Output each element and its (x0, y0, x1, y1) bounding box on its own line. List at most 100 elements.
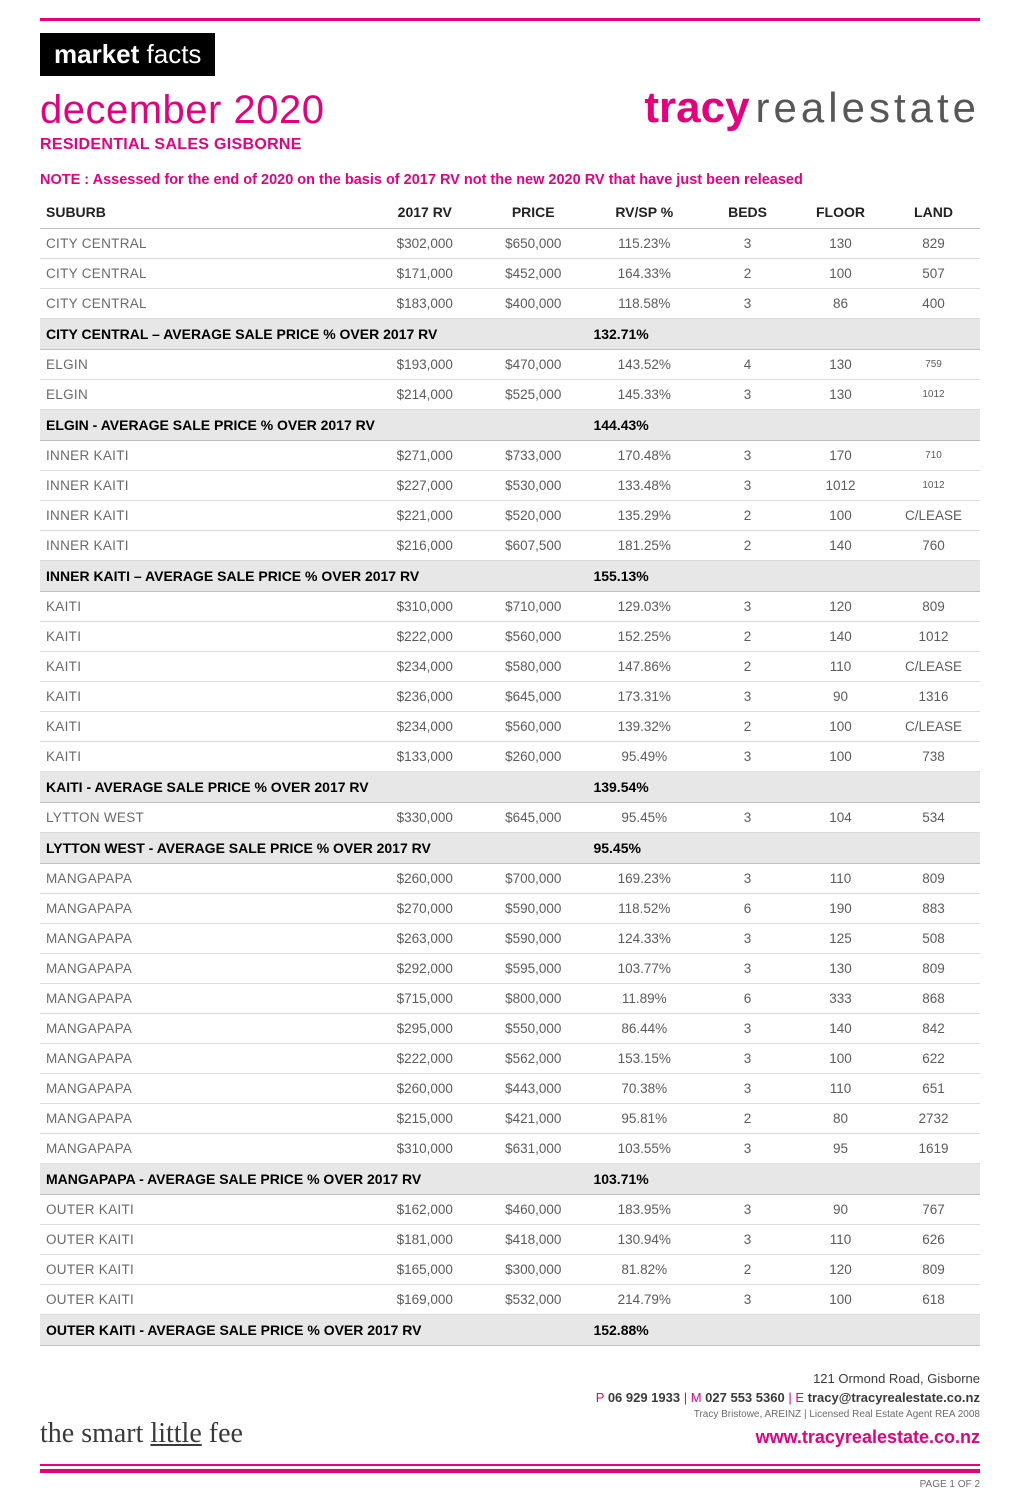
table-row: MANGAPAPA$215,000$421,00095.81%2802732 (40, 1104, 980, 1134)
cell-suburb: KAITI (40, 682, 371, 712)
col-suburb: SUBURB (40, 196, 371, 229)
market-facts-badge: market facts (40, 33, 215, 76)
cell-rvsp: 133.48% (587, 471, 701, 501)
cell-rvsp: 214.79% (587, 1285, 701, 1315)
cell-floor: 130 (794, 229, 887, 259)
cell-rv: $215,000 (371, 1104, 479, 1134)
cell-suburb: MANGAPAPA (40, 1074, 371, 1104)
cell-price: $452,000 (479, 259, 587, 289)
cell-land: 809 (887, 592, 980, 622)
sep2: | (785, 1390, 796, 1405)
cell-rvsp: 147.86% (587, 652, 701, 682)
cell-floor: 110 (794, 1225, 887, 1255)
table-row: CITY CENTRAL$302,000$650,000115.23%31308… (40, 229, 980, 259)
table-row: OUTER KAITI$169,000$532,000214.79%310061… (40, 1285, 980, 1315)
cell-price: $607,500 (479, 531, 587, 561)
cell-rvsp: 70.38% (587, 1074, 701, 1104)
cell-land: 622 (887, 1044, 980, 1074)
table-row: KAITI$133,000$260,00095.49%3100738 (40, 742, 980, 772)
cell-rvsp: 81.82% (587, 1255, 701, 1285)
cell-rv: $715,000 (371, 984, 479, 1014)
cell-floor: 100 (794, 712, 887, 742)
cell-land: 809 (887, 954, 980, 984)
cell-price: $710,000 (479, 592, 587, 622)
table-row: MANGAPAPA$260,000$443,00070.38%3110651 (40, 1074, 980, 1104)
cell-beds: 2 (701, 531, 794, 561)
cell-price: $590,000 (479, 924, 587, 954)
cell-floor: 120 (794, 592, 887, 622)
footer-fine: Tracy Bristowe, AREINZ | Licensed Real E… (596, 1408, 980, 1423)
residential-line: RESIDENTIAL SALES GISBORNE (40, 136, 324, 154)
cell-rvsp: 95.81% (587, 1104, 701, 1134)
cell-price: $590,000 (479, 894, 587, 924)
cell-beds: 3 (701, 803, 794, 833)
cell-beds: 2 (701, 501, 794, 531)
cell-beds: 6 (701, 984, 794, 1014)
table-row: LYTTON WEST$330,000$645,00095.45%3104534 (40, 803, 980, 833)
col-beds: BEDS (701, 196, 794, 229)
cell-suburb: KAITI (40, 622, 371, 652)
table-row: MANGAPAPA$310,000$631,000103.55%3951619 (40, 1134, 980, 1164)
cell-price: $300,000 (479, 1255, 587, 1285)
cell-rvsp: 115.23% (587, 229, 701, 259)
cell-beds: 3 (701, 289, 794, 319)
cell-suburb: ELGIN (40, 380, 371, 410)
cell-beds: 4 (701, 350, 794, 380)
cell-beds: 6 (701, 894, 794, 924)
cell-rv: $295,000 (371, 1014, 479, 1044)
cell-rvsp: 130.94% (587, 1225, 701, 1255)
cell-rv: $302,000 (371, 229, 479, 259)
table-row: MANGAPAPA$295,000$550,00086.44%3140842 (40, 1014, 980, 1044)
cell-price: $650,000 (479, 229, 587, 259)
cell-rvsp: 153.15% (587, 1044, 701, 1074)
brand-light: realestate (756, 84, 980, 132)
cell-suburb: CITY CENTRAL (40, 259, 371, 289)
cell-suburb: ELGIN (40, 350, 371, 380)
cell-rv: $234,000 (371, 652, 479, 682)
cell-suburb: MANGAPAPA (40, 1044, 371, 1074)
cell-suburb: MANGAPAPA (40, 864, 371, 894)
cell-floor: 104 (794, 803, 887, 833)
cell-beds: 3 (701, 682, 794, 712)
cell-rvsp: 169.23% (587, 864, 701, 894)
cell-floor: 130 (794, 380, 887, 410)
cell-beds: 3 (701, 1225, 794, 1255)
cell-price: $595,000 (479, 954, 587, 984)
cell-floor: 140 (794, 531, 887, 561)
cell-price: $645,000 (479, 803, 587, 833)
cell-rvsp: 95.45% (587, 803, 701, 833)
cell-floor: 120 (794, 1255, 887, 1285)
cell-rvsp: 170.48% (587, 441, 701, 471)
cell-suburb: MANGAPAPA (40, 894, 371, 924)
section-pct: 139.54% (587, 772, 701, 803)
cell-rv: $227,000 (371, 471, 479, 501)
section-pct: 103.71% (587, 1164, 701, 1195)
cell-rv: $133,000 (371, 742, 479, 772)
cell-rv: $271,000 (371, 441, 479, 471)
cell-beds: 3 (701, 592, 794, 622)
cell-rv: $222,000 (371, 1044, 479, 1074)
section-pct: 155.13% (587, 561, 701, 592)
cell-price: $400,000 (479, 289, 587, 319)
cell-floor: 100 (794, 501, 887, 531)
cell-rv: $330,000 (371, 803, 479, 833)
table-row: OUTER KAITI$162,000$460,000183.95%390767 (40, 1195, 980, 1225)
cell-suburb: INNER KAITI (40, 501, 371, 531)
sep1: | (680, 1390, 691, 1405)
cell-land: 759 (887, 350, 980, 380)
cell-rv: $181,000 (371, 1225, 479, 1255)
cell-beds: 3 (701, 742, 794, 772)
cell-rv: $216,000 (371, 531, 479, 561)
section-label: LYTTON WEST - AVERAGE SALE PRICE % OVER … (40, 833, 587, 864)
cell-rv: $222,000 (371, 622, 479, 652)
footer-address: 121 Ormond Road, Gisborne (596, 1370, 980, 1389)
cell-beds: 3 (701, 471, 794, 501)
cell-land: 534 (887, 803, 980, 833)
table-row: ELGIN$214,000$525,000145.33%31301012 (40, 380, 980, 410)
p-num: 06 929 1933 (608, 1390, 680, 1405)
cell-land: 507 (887, 259, 980, 289)
cell-rvsp: 183.95% (587, 1195, 701, 1225)
cell-rv: $292,000 (371, 954, 479, 984)
cell-rv: $221,000 (371, 501, 479, 531)
cell-rvsp: 86.44% (587, 1014, 701, 1044)
